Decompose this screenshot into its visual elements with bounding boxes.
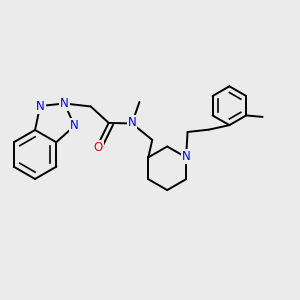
Text: N: N (36, 100, 44, 112)
Text: N: N (60, 97, 69, 110)
Text: N: N (70, 119, 79, 132)
Text: O: O (93, 141, 103, 154)
Text: N: N (182, 150, 191, 163)
Text: N: N (128, 116, 136, 129)
